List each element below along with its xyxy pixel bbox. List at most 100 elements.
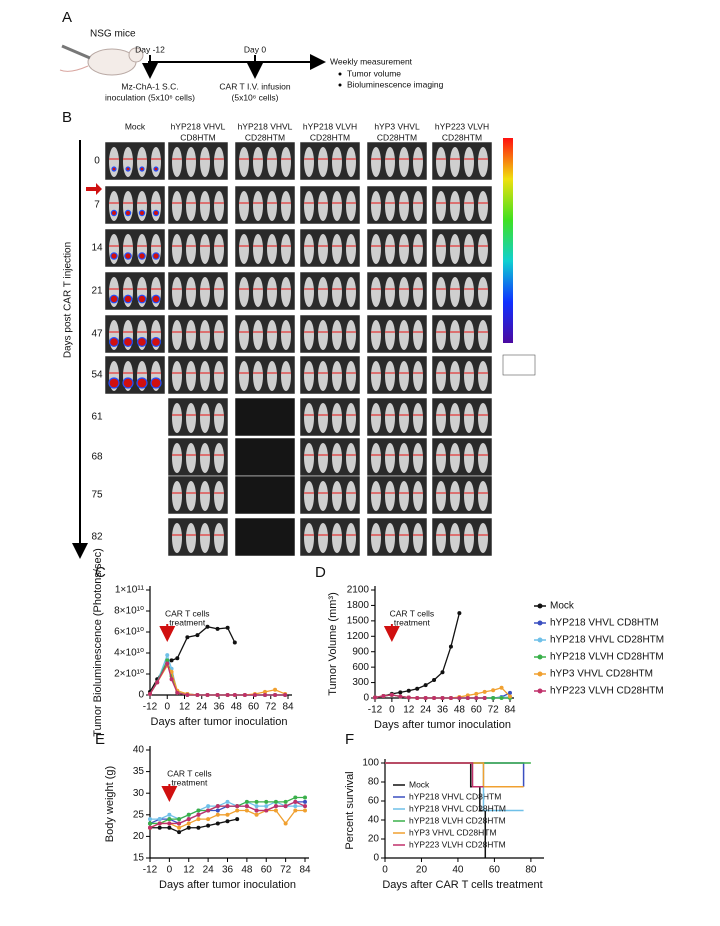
mouse [346,361,356,391]
x-axis-label: Days after tumor inoculation [159,879,296,891]
signal [123,294,133,304]
mouse [267,147,277,177]
legend-label: hYP218 VLVH CD28HTM [550,652,664,663]
x-tick-label: 24 [203,865,215,876]
data-point [177,830,182,835]
signal [110,252,118,260]
mouse [186,443,196,473]
mouse [109,191,119,221]
signal [122,377,134,389]
y-tick-label: 600 [352,662,369,673]
mouse [399,320,409,350]
legend-marker [537,603,543,609]
mouse [371,147,381,177]
signal [124,252,132,260]
data-point [263,689,267,694]
mouse [253,147,263,177]
mouse [318,320,328,350]
column-header: CD28HTM [310,132,350,142]
mouse [172,191,182,221]
y-tick-label: 100 [362,758,379,769]
data-point [165,661,170,666]
mouse [200,277,210,307]
mouse [450,481,460,511]
day-label: Day -12 [135,44,165,54]
mouse [399,443,409,473]
mouse [450,147,460,177]
row-label: 47 [91,329,103,340]
data-point [225,625,230,630]
mouse [332,523,342,553]
mouse [239,320,249,350]
signal [110,209,118,217]
data-point [232,640,237,645]
mouse [281,361,291,391]
annotation: CAR T cells [390,608,435,618]
data-point [225,819,230,824]
mouse [123,191,133,221]
legend-marker [537,654,543,660]
data-point [252,693,257,697]
legend-marker [537,671,543,677]
data-point [293,799,298,804]
mouse [318,523,328,553]
mouse [151,191,161,221]
data-point [482,696,487,700]
mouse [371,234,381,264]
x-tick-label: 84 [299,865,311,876]
legend-label: hYP218 VHVL CD8HTM [409,791,501,801]
mouse [332,147,342,177]
y-tick-label: 4×10¹⁰ [114,648,144,659]
x-tick-label: 40 [452,865,464,876]
signal [108,337,119,348]
annotation: CAR T cells [167,768,212,778]
infusion: (5x10⁶ cells) [232,92,279,102]
x-tick-label: 12 [183,865,195,876]
annotation: treatment [171,777,208,787]
y-tick-label: 8×10¹⁰ [114,606,144,617]
mouse [123,147,133,177]
mouse [371,320,381,350]
mouse [436,443,446,473]
mouse [172,320,182,350]
data-point [196,817,201,822]
mouse [200,481,210,511]
data-point [148,817,152,822]
data-point [491,688,496,693]
x-tick-label: 36 [213,702,225,713]
data-point [165,658,170,663]
legend-label: Mock [409,779,430,789]
data-point [225,804,230,809]
mouse [172,234,182,264]
legend-label: hYP218 VLVH CD28HTM [409,815,506,825]
signal [137,337,148,348]
column-header: Mock [125,121,146,131]
mouse [399,403,409,433]
mouse [318,481,328,511]
x-tick-label: -12 [143,702,158,713]
mouse [186,277,196,307]
data-point [167,825,172,830]
mouse [318,361,328,391]
survival-line [385,762,484,788]
mouse [399,277,409,307]
y-tick-label: 1×10¹¹ [115,585,145,596]
mouse [267,361,277,391]
mouse [214,443,224,473]
legend-marker [537,620,543,626]
data-point [185,693,190,697]
data-point [508,690,512,695]
data-point [232,693,237,697]
mouse [186,191,196,221]
mouse [385,277,395,307]
data-point [215,808,220,813]
data-point [148,691,152,696]
mouse [371,191,381,221]
data-point [457,696,462,700]
data-point [254,804,259,809]
data-point [293,808,298,813]
survival-line [385,762,525,787]
x-tick-label: 72 [280,865,292,876]
signal [153,166,159,172]
